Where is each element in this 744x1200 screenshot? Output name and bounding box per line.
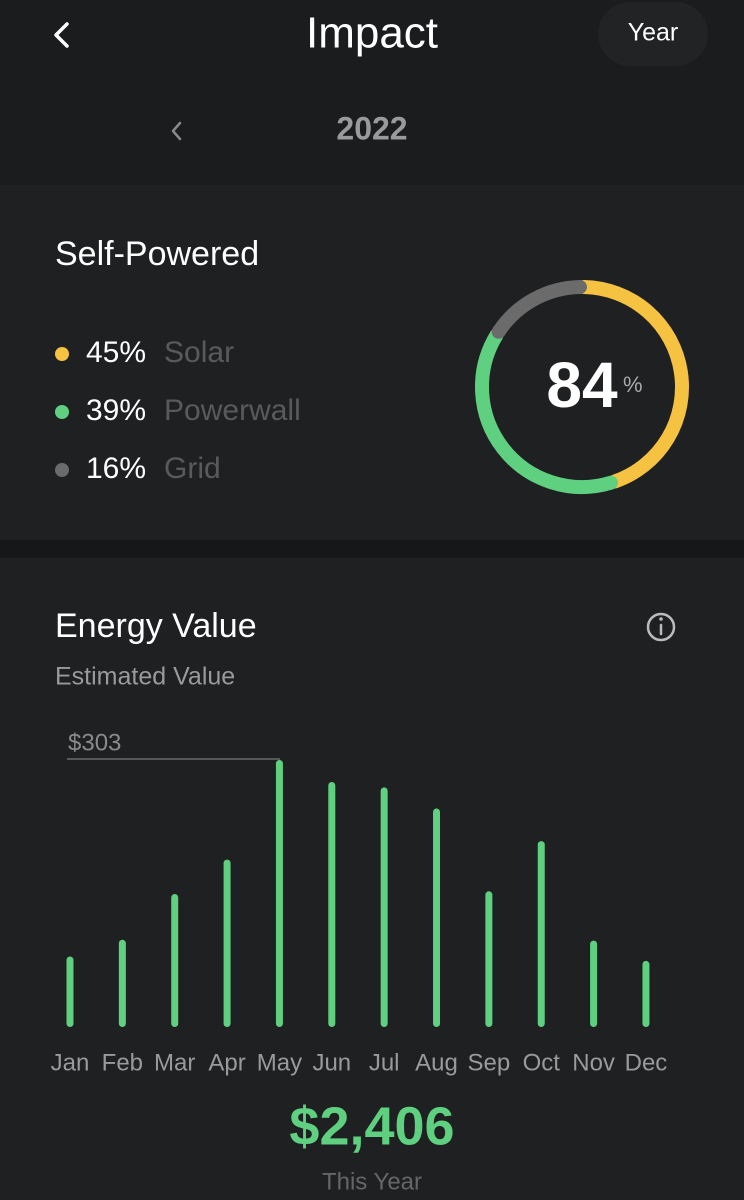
- divider: [0, 540, 744, 558]
- energy-card: [0, 558, 744, 1200]
- legend-name: Solar: [164, 336, 234, 369]
- prev-year[interactable]: [171, 121, 182, 141]
- x-tick-label: Aug: [415, 1049, 458, 1076]
- legend-value: 45%: [86, 336, 146, 369]
- donut-segment: [577, 280, 689, 489]
- year-label: 2022: [336, 110, 407, 146]
- x-tick-label: Jul: [369, 1049, 400, 1076]
- card-title: Self-Powered: [55, 235, 259, 273]
- donut-segment: [475, 328, 618, 494]
- period-button[interactable]: [598, 2, 708, 66]
- total-caption: This Year: [322, 1168, 422, 1195]
- donut-total: 84: [546, 349, 618, 421]
- bar: [118, 939, 126, 1027]
- legend-dot: [55, 405, 69, 419]
- bar: [642, 960, 650, 1027]
- x-tick-label: Sep: [468, 1049, 511, 1076]
- legend-dot: [55, 347, 69, 361]
- card-subtitle: Estimated Value: [55, 663, 235, 691]
- bar: [537, 841, 545, 1027]
- bar: [275, 760, 283, 1027]
- total-value: $2,406: [289, 1096, 454, 1156]
- bar: [223, 859, 231, 1027]
- legend-name: Grid: [164, 452, 221, 485]
- x-tick-label: May: [257, 1049, 302, 1076]
- x-tick-label: Apr: [208, 1049, 245, 1076]
- legend-name: Powerwall: [164, 394, 301, 427]
- bar: [433, 808, 441, 1027]
- page-title: Impact: [306, 9, 438, 58]
- bar: [171, 893, 179, 1027]
- back-button[interactable]: [54, 22, 69, 48]
- donut-segment: [491, 280, 587, 339]
- x-tick-label: Jun: [312, 1049, 351, 1076]
- x-tick-label: Dec: [625, 1049, 668, 1076]
- legend-value: 39%: [86, 394, 146, 427]
- x-tick-label: Feb: [102, 1049, 143, 1076]
- legend-value: 16%: [86, 452, 146, 485]
- max-label: $303: [68, 729, 121, 756]
- donut-unit: %: [623, 372, 643, 397]
- legend-dot: [55, 463, 69, 477]
- bar: [66, 956, 74, 1027]
- info-button[interactable]: [646, 612, 676, 642]
- x-tick-label: Oct: [523, 1049, 561, 1076]
- x-tick-label: Mar: [154, 1049, 195, 1076]
- bar: [590, 940, 598, 1027]
- period-label[interactable]: Year: [628, 19, 679, 47]
- bar: [485, 891, 493, 1027]
- x-tick-label: Jan: [51, 1049, 90, 1076]
- bar: [328, 782, 336, 1027]
- x-tick-label: Nov: [572, 1049, 615, 1076]
- card-title: Energy Value: [55, 607, 257, 645]
- bar: [380, 787, 388, 1027]
